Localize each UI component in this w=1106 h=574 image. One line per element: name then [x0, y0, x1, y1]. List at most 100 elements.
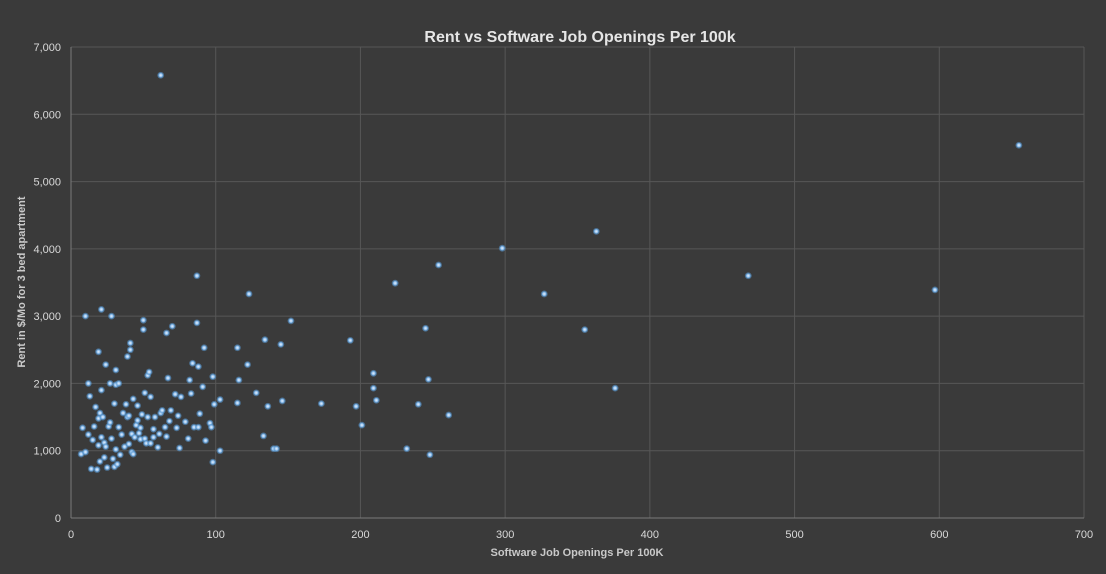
- y-tick-label: 5,000: [33, 177, 61, 189]
- scatter-point: [252, 389, 260, 397]
- scatter-point: [264, 402, 272, 410]
- scatter-point: [166, 417, 173, 425]
- scatter-point: [189, 359, 196, 367]
- scatter-point: [84, 431, 92, 438]
- scatter-point: [611, 384, 619, 392]
- scatter-point: [116, 451, 124, 459]
- scatter-point: [109, 455, 117, 463]
- grid: [71, 46, 1085, 518]
- scatter-point: [202, 437, 209, 445]
- scatter-point: [144, 413, 152, 421]
- scatter-point: [207, 423, 215, 431]
- scatter-point: [139, 326, 147, 333]
- scatter-point: [931, 286, 939, 294]
- y-tick-label: 2,000: [33, 378, 61, 390]
- scatter-point: [79, 424, 86, 432]
- scatter-point: [176, 444, 183, 452]
- x-tick-label: 500: [785, 529, 803, 541]
- data-points: [77, 71, 1023, 473]
- scatter-point: [193, 272, 201, 280]
- x-axis-title: Software Job Openings Per 100K: [491, 547, 664, 559]
- scatter-point: [122, 400, 130, 408]
- scatter-point: [422, 324, 429, 332]
- scatter-point: [129, 395, 137, 403]
- y-tick-label: 0: [55, 513, 61, 525]
- x-tick-label: 100: [207, 529, 225, 541]
- scatter-point: [134, 402, 141, 410]
- scatter-point: [260, 432, 267, 440]
- scatter-point: [174, 412, 182, 420]
- scatter-point: [372, 396, 380, 404]
- scatter-point: [370, 384, 377, 392]
- scatter-point: [112, 445, 120, 453]
- scatter-point: [287, 317, 295, 325]
- scatter-point: [151, 413, 159, 421]
- scatter-point: [186, 376, 194, 384]
- scatter-point: [134, 417, 141, 424]
- scatter-point: [210, 400, 218, 408]
- x-tick-label: 300: [496, 529, 514, 541]
- scatter-point: [112, 366, 120, 374]
- scatter-point: [193, 319, 201, 327]
- scatter-point: [106, 380, 114, 387]
- scatter-point: [157, 71, 165, 79]
- scatter-point: [278, 397, 286, 405]
- scatter-point: [150, 425, 157, 433]
- scatter-point: [96, 458, 104, 465]
- scatter-point: [137, 424, 144, 432]
- scatter-point: [209, 458, 217, 466]
- scatter-point: [139, 316, 147, 324]
- scatter-point: [111, 400, 118, 408]
- scatter-point: [163, 329, 170, 337]
- scatter-point: [99, 413, 107, 421]
- scatter-point: [125, 440, 133, 448]
- x-tick-label: 0: [68, 529, 74, 541]
- scatter-point: [161, 423, 169, 431]
- scatter-point: [95, 348, 102, 356]
- y-tick-label: 1,000: [33, 446, 61, 458]
- scatter-point: [244, 361, 251, 368]
- scatter-point: [82, 312, 89, 320]
- scatter-point: [126, 346, 134, 354]
- x-tick-label: 200: [351, 529, 369, 541]
- scatter-point: [346, 336, 354, 344]
- scatter-point: [498, 244, 506, 252]
- scatter-point: [97, 433, 105, 441]
- scatter-point: [90, 423, 98, 430]
- scatter-point: [173, 424, 181, 432]
- scatter-point: [245, 290, 253, 298]
- scatter-point: [358, 421, 366, 429]
- scatter-point: [115, 380, 123, 387]
- scatter-point: [277, 341, 285, 348]
- scatter-point: [113, 460, 121, 468]
- scatter-point: [352, 402, 360, 410]
- scatter-point: [414, 400, 422, 408]
- chart-title: Rent vs Software Job Openings Per 100k: [424, 29, 735, 46]
- scatter-point: [129, 450, 137, 458]
- scatter-point: [164, 374, 172, 382]
- scatter-point: [234, 399, 241, 407]
- y-tick-label: 7,000: [33, 42, 61, 54]
- scatter-point: [581, 326, 589, 333]
- y-axis-title: Rent in $/Mo for 3 bed apartment: [16, 196, 28, 367]
- scatter-point: [370, 369, 377, 377]
- scatter-point: [235, 376, 243, 384]
- scatter-point: [177, 393, 185, 401]
- scatter-point: [108, 312, 115, 320]
- scatter-point: [273, 445, 280, 453]
- scatter-point: [168, 322, 176, 330]
- scatter-point: [154, 443, 162, 451]
- scatter-point: [100, 454, 108, 461]
- scatter-point: [103, 464, 111, 471]
- scatter-point: [194, 363, 202, 371]
- scatter-point: [93, 466, 101, 473]
- scatter-point: [126, 339, 134, 347]
- x-tick-label: 700: [1075, 529, 1093, 541]
- scatter-point: [92, 403, 100, 411]
- scatter-point: [200, 344, 208, 352]
- scatter-point: [445, 411, 453, 419]
- scatter-point: [194, 423, 202, 431]
- scatter-point: [86, 392, 94, 400]
